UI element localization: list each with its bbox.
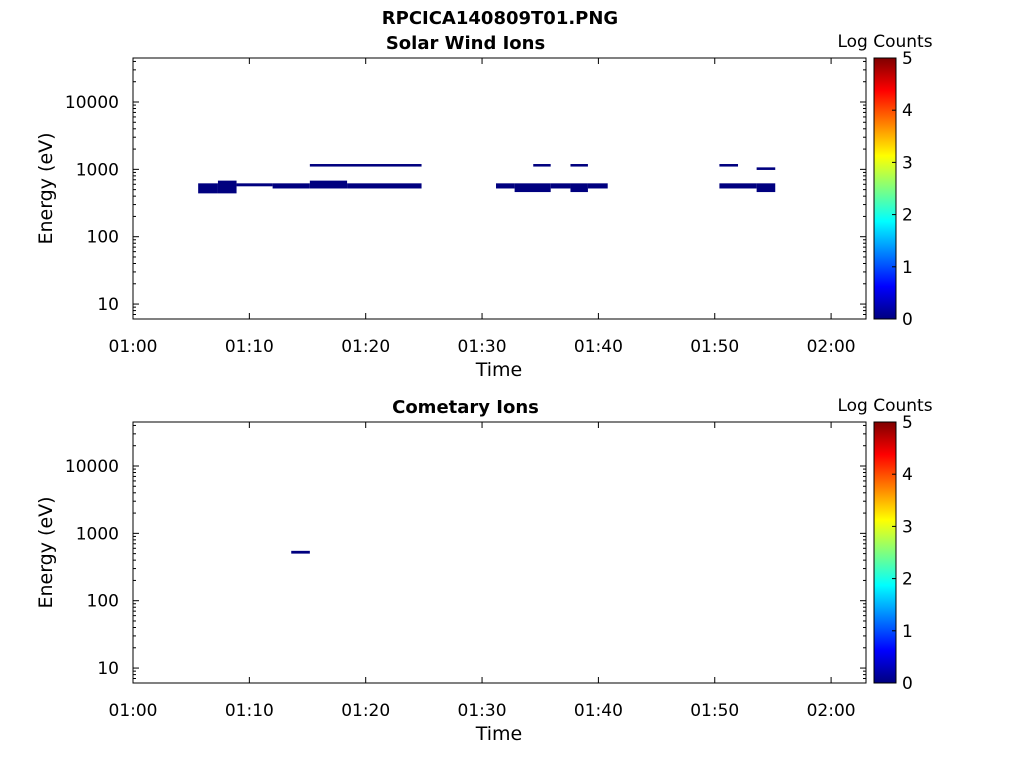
y-tick-label: 10 — [97, 659, 119, 679]
data-cell — [756, 183, 776, 193]
data-cell — [347, 183, 422, 189]
colorbar-tick-label: 2 — [902, 206, 913, 226]
y-tick-label: 10000 — [65, 93, 119, 113]
x-tick-label: 01:50 — [690, 337, 739, 357]
x-tick-label: 01:10 — [225, 701, 274, 721]
x-axis-label: Time — [475, 723, 523, 745]
x-tick-label: 02:00 — [807, 701, 856, 721]
data-cell — [514, 183, 551, 193]
data-cell — [291, 550, 310, 554]
colorbar-tick-label: 4 — [902, 465, 913, 485]
x-tick-label: 01:30 — [458, 701, 507, 721]
y-tick-label: 1000 — [76, 524, 119, 544]
data-cell — [550, 183, 571, 189]
data-cell — [309, 164, 422, 167]
y-tick-label: 10000 — [65, 457, 119, 477]
data-cell — [570, 164, 588, 167]
colorbar — [873, 421, 897, 684]
colorbar-label: Log Counts — [837, 32, 932, 52]
colorbar-tick-label: 2 — [902, 570, 913, 590]
x-tick-label: 01:40 — [574, 701, 623, 721]
x-tick-label: 01:00 — [109, 701, 158, 721]
panel-1: 01:00 01:10 01:20 01:30 01:40 01:50 02:0010100… — [35, 32, 933, 381]
panel-2: 01:00 01:10 01:20 01:30 01:40 01:50 02:0010100… — [35, 396, 933, 745]
x-tick-label: 01:10 — [225, 337, 274, 357]
colorbar-tick-label: 4 — [902, 101, 913, 121]
data-cell — [719, 183, 757, 189]
data-cell — [533, 164, 551, 167]
panels: 01:00 01:10 01:20 01:30 01:40 01:50 02:0010100… — [35, 32, 933, 745]
colorbar-tick-label: 3 — [902, 517, 913, 537]
y-axis-label: Energy (eV) — [35, 132, 57, 244]
x-axis-label: Time — [475, 359, 523, 381]
data-cell — [570, 183, 588, 193]
data-cell — [272, 183, 310, 189]
colorbar-tick-label: 0 — [902, 310, 913, 330]
x-tick-label: 01:20 — [341, 701, 390, 721]
data-cell — [309, 180, 348, 189]
y-tick-label: 1000 — [76, 160, 119, 180]
colorbar-tick-label: 1 — [902, 622, 913, 642]
x-tick-label: 01:20 — [341, 337, 390, 357]
colorbar-tick-label: 5 — [902, 49, 913, 69]
data-cell — [198, 183, 218, 194]
colorbar — [873, 57, 897, 320]
x-tick-label: 01:40 — [574, 337, 623, 357]
plot-frame — [132, 57, 867, 320]
x-tick-label: 01:00 — [109, 337, 158, 357]
colorbar-tick-label: 1 — [902, 258, 913, 278]
data-cell — [756, 167, 776, 170]
x-tick-label: 01:50 — [690, 701, 739, 721]
data-cell — [496, 183, 515, 189]
colorbar-tick-label: 3 — [902, 153, 913, 173]
panel-title: Solar Wind Ions — [386, 33, 545, 54]
x-tick-label: 01:30 — [458, 337, 507, 357]
colorbar-label: Log Counts — [837, 396, 932, 416]
y-axis-label: Energy (eV) — [35, 496, 57, 608]
colorbar-tick-label: 5 — [902, 413, 913, 433]
x-tick-label: 02:00 — [807, 337, 856, 357]
data-cell — [719, 164, 739, 167]
y-tick-label: 10 — [97, 295, 119, 315]
colorbar-tick-label: 0 — [902, 674, 913, 694]
y-tick-label: 100 — [87, 592, 119, 612]
data-cell — [587, 183, 608, 189]
data-cell — [236, 183, 273, 187]
data-cell — [217, 180, 237, 194]
plot-frame — [132, 421, 867, 684]
panel-title: Cometary Ions — [392, 397, 539, 418]
figure-title: RPCICA140809T01.PNG — [382, 8, 618, 29]
y-tick-label: 100 — [87, 228, 119, 248]
